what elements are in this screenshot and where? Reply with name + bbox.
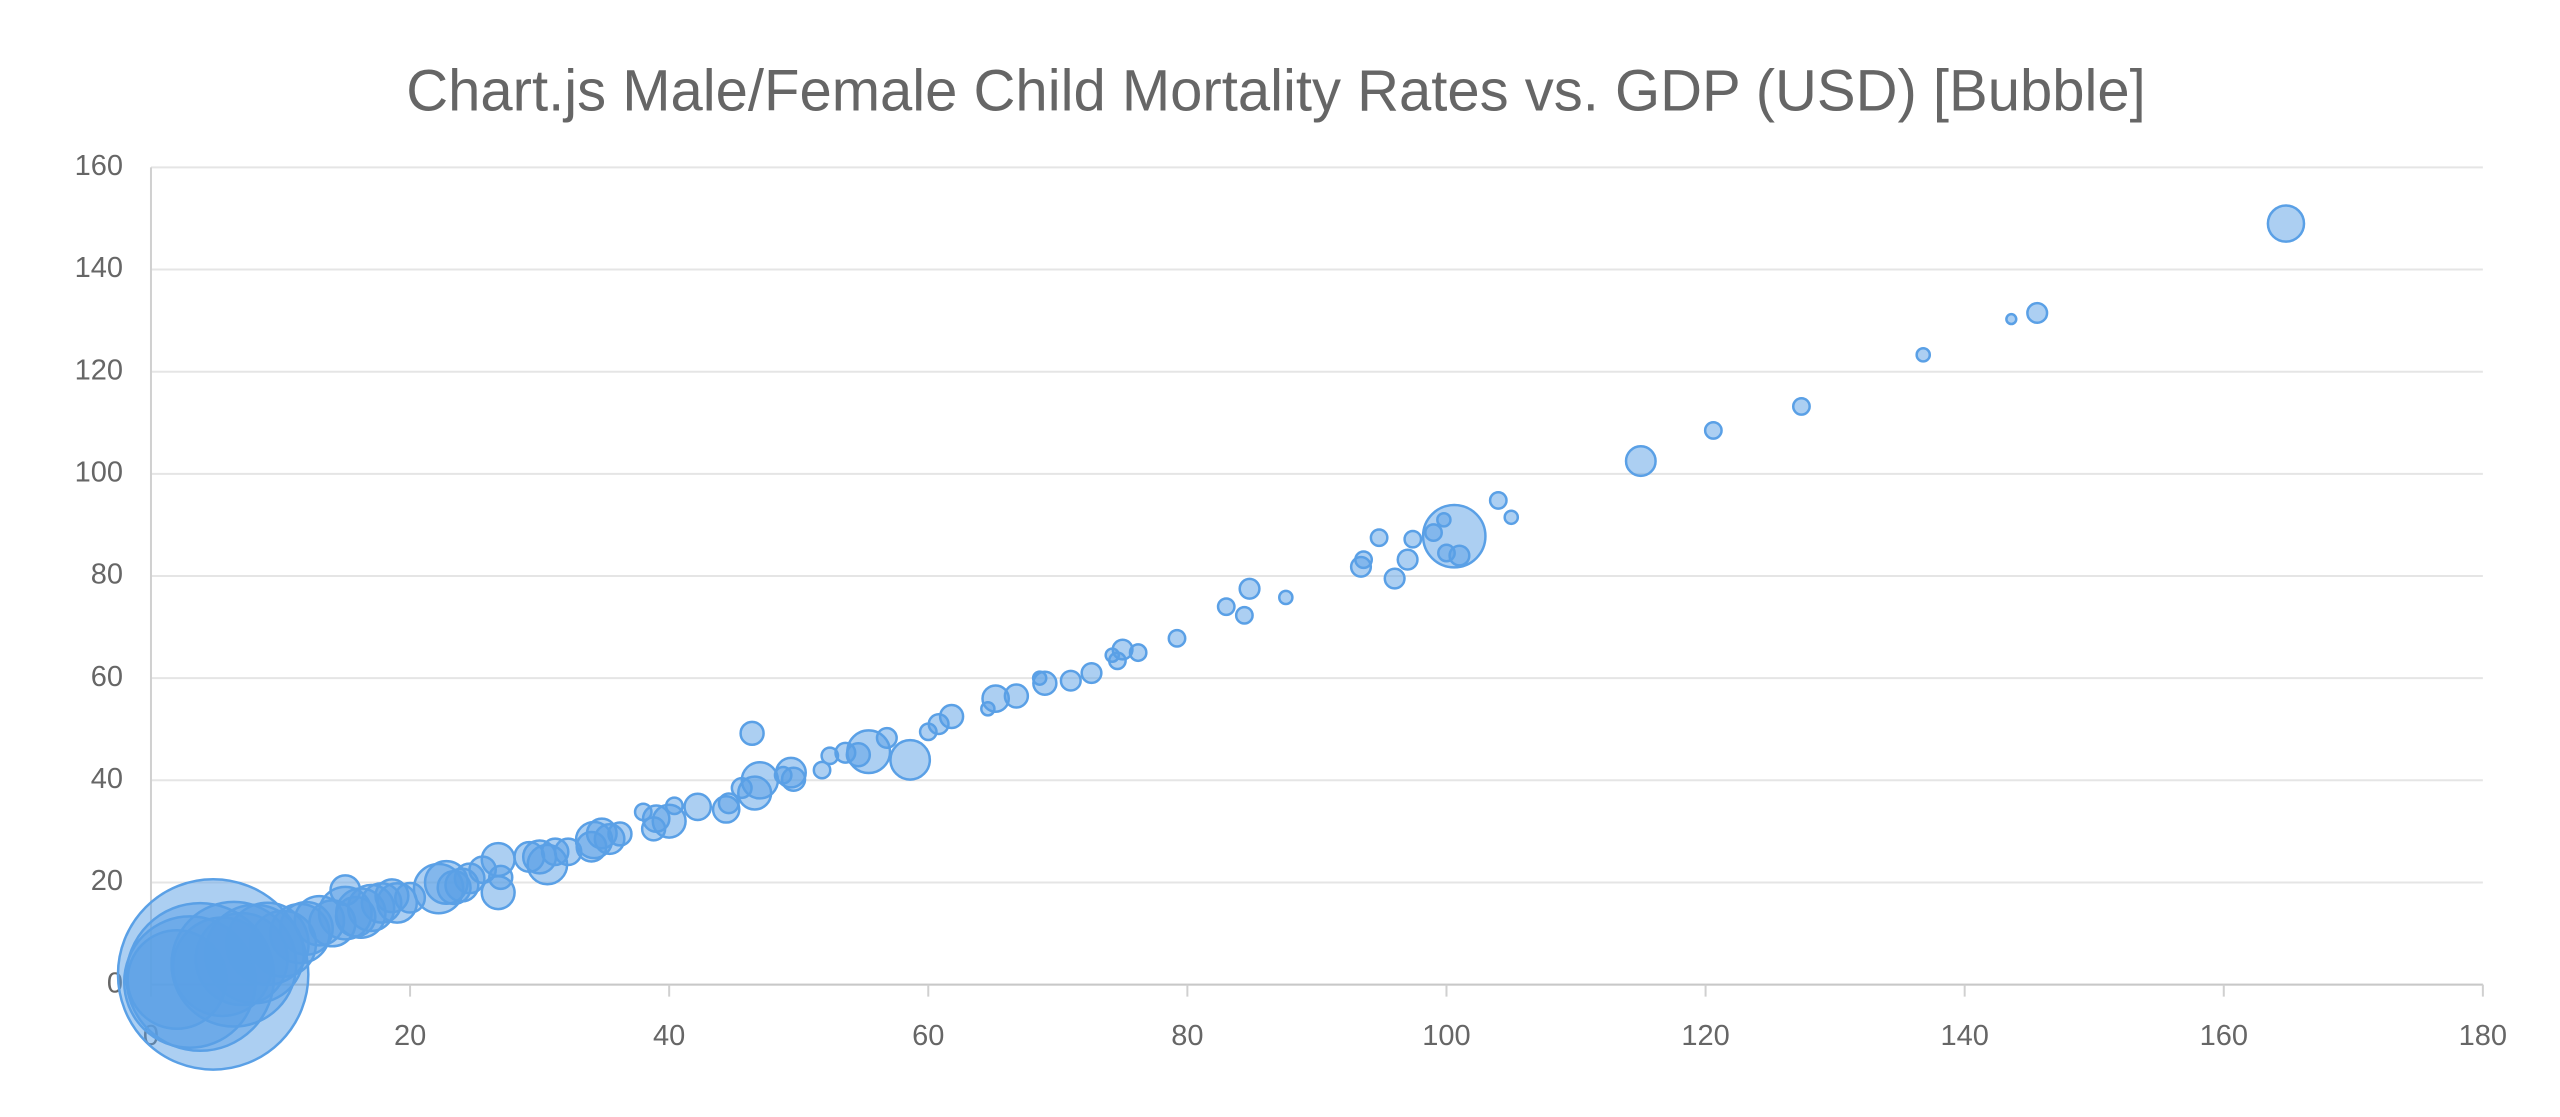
x-tick-label: 80 <box>1171 1020 1203 1052</box>
bubble <box>812 760 832 780</box>
x-tick-label: 120 <box>1681 1020 1729 1052</box>
y-tick-label: 100 <box>75 457 123 489</box>
bubble <box>2026 301 2049 325</box>
bubble <box>1915 347 1932 363</box>
bubble <box>1503 509 1520 526</box>
bubble <box>126 929 228 1030</box>
bubble <box>1436 512 1452 528</box>
bubble <box>1238 577 1261 600</box>
bubble <box>2266 204 2306 243</box>
bubble <box>820 746 840 766</box>
bubble <box>1031 670 1048 686</box>
y-tick-label: 120 <box>75 354 123 386</box>
y-tick-label: 160 <box>75 150 123 182</box>
bubble <box>2005 312 2018 326</box>
bubble <box>918 722 938 742</box>
x-tick-label: 100 <box>1422 1020 1470 1052</box>
bubble <box>683 792 713 822</box>
y-tick-label: 20 <box>91 865 123 897</box>
bubble <box>889 738 932 781</box>
bubble <box>1396 548 1419 571</box>
bubble <box>1369 528 1389 548</box>
bubble <box>1403 529 1423 549</box>
bubble <box>730 776 753 800</box>
y-tick-label: 140 <box>75 252 123 284</box>
x-tick-label: 180 <box>2459 1020 2507 1052</box>
bubble <box>1234 605 1254 625</box>
bubble <box>1383 567 1406 590</box>
bubble <box>1349 555 1373 578</box>
x-tick-label: 60 <box>912 1020 944 1052</box>
x-tick-label: 140 <box>1940 1020 1988 1052</box>
y-tick-label: 80 <box>91 559 123 591</box>
y-tick-label: 40 <box>91 763 123 795</box>
bubble <box>513 840 546 873</box>
x-tick-label: 40 <box>653 1020 685 1052</box>
bubble <box>1059 669 1082 692</box>
bubble <box>1703 420 1723 440</box>
bubble <box>1104 647 1121 663</box>
bubble <box>1624 445 1657 478</box>
x-tick-label: 160 <box>2200 1020 2248 1052</box>
bubble <box>1488 490 1508 510</box>
bubble <box>980 700 996 717</box>
chart-title: Chart.js Male/Female Child Mortality Rat… <box>406 58 2145 123</box>
bubble <box>717 792 740 815</box>
y-tick-label: 60 <box>91 661 123 693</box>
bubble <box>1080 661 1103 685</box>
bubble <box>1437 543 1456 563</box>
bubble <box>1791 396 1811 416</box>
bubble <box>1278 589 1294 606</box>
bubble <box>1167 628 1187 648</box>
bubble <box>739 720 765 747</box>
bubble <box>1424 523 1443 543</box>
bubble <box>640 816 667 842</box>
bubble <box>633 802 653 822</box>
bubble <box>1216 597 1236 617</box>
x-tick-label: 20 <box>394 1020 426 1052</box>
